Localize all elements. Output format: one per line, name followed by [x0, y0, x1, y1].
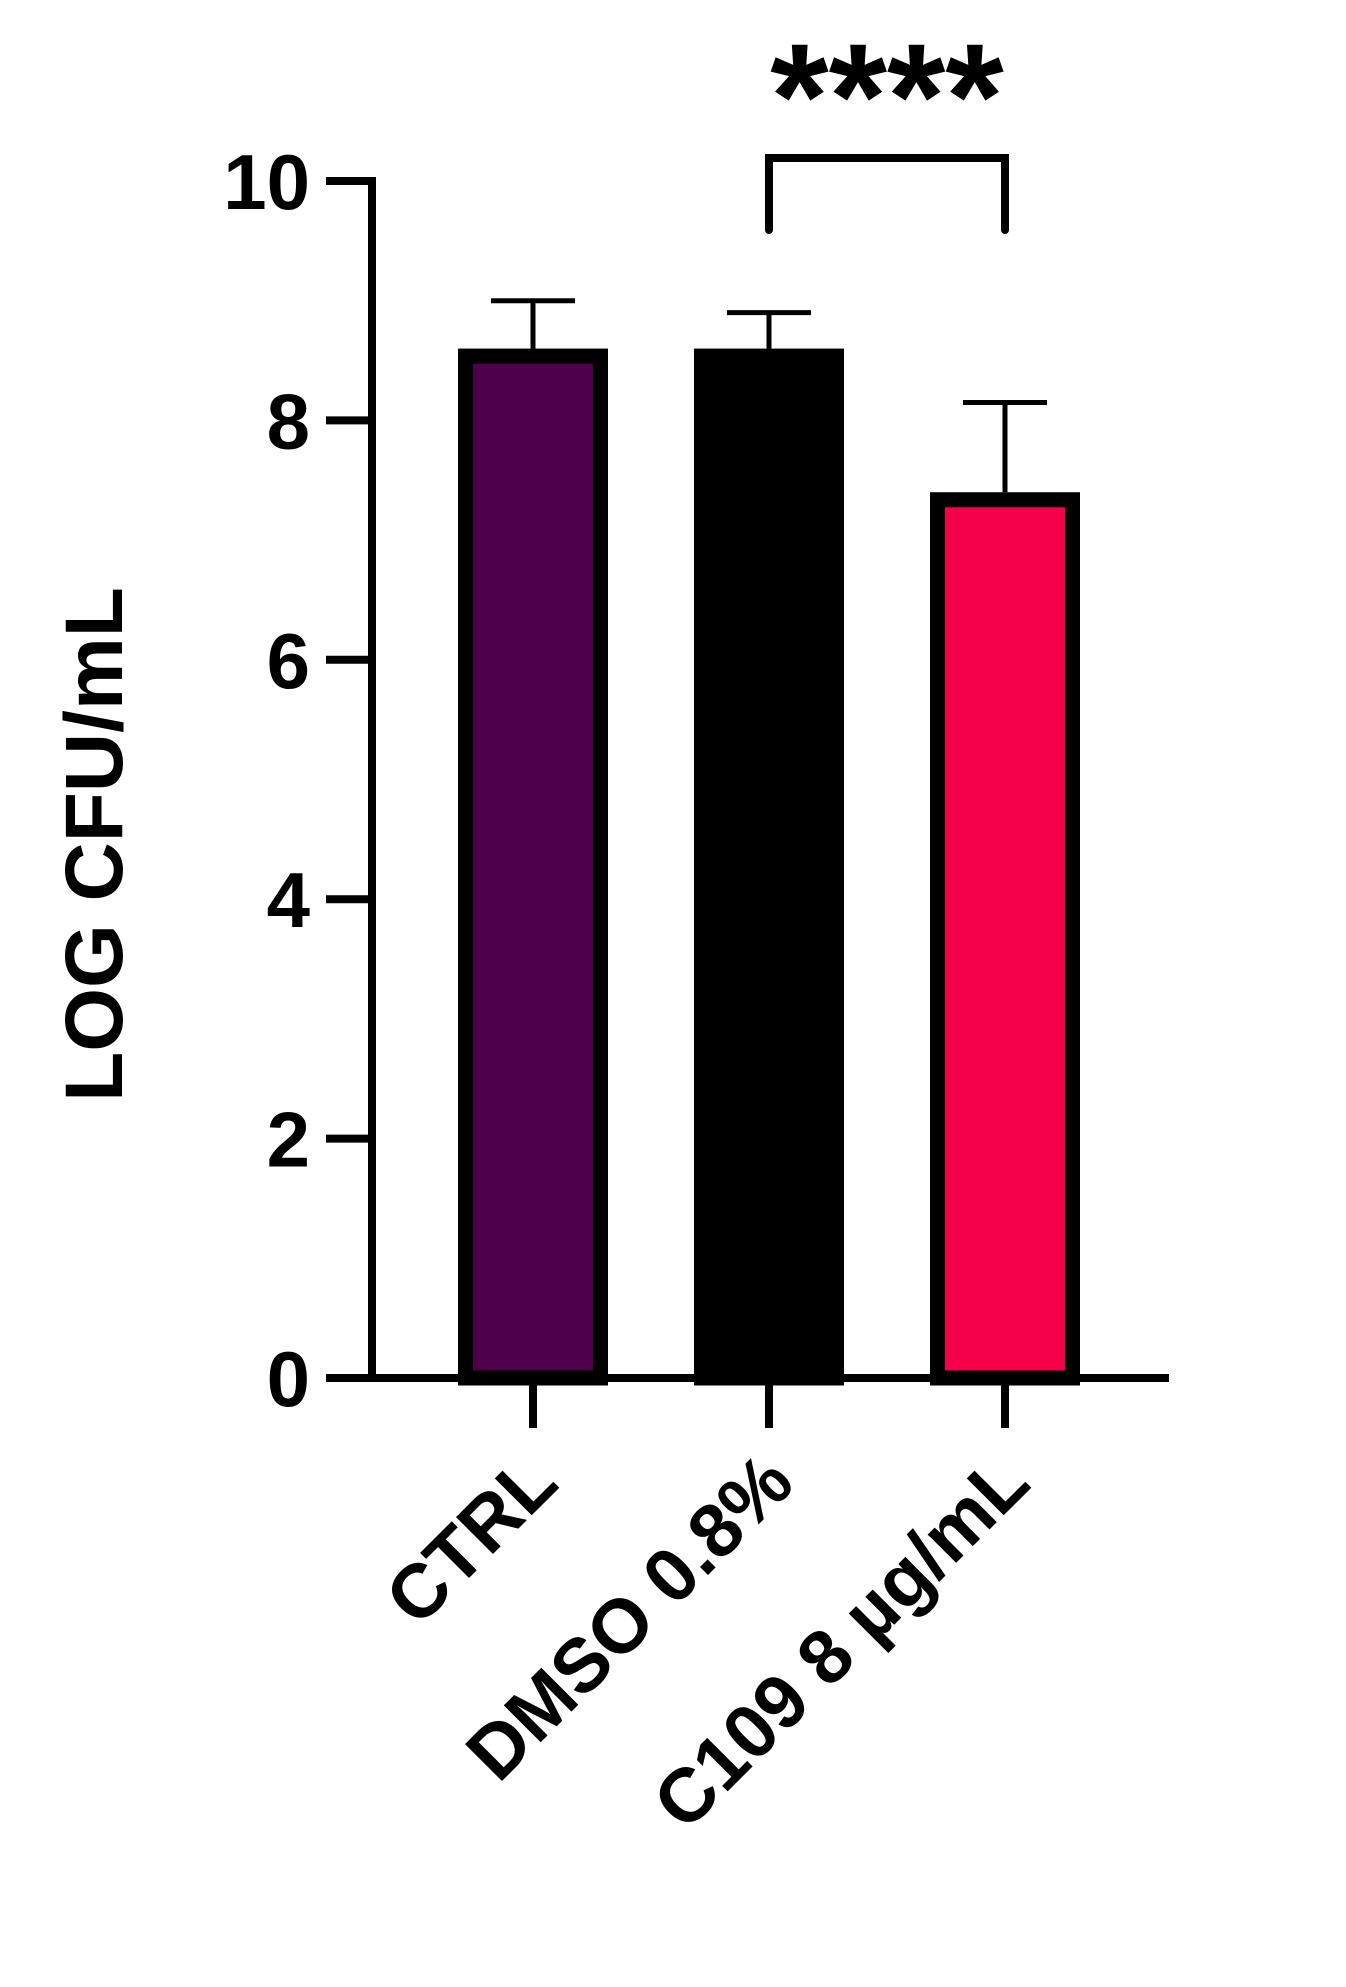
- y-tick-label: 6: [267, 617, 310, 705]
- y-tick-label: 8: [267, 377, 310, 465]
- y-tick-label: 0: [267, 1335, 310, 1423]
- bar: [694, 348, 844, 1386]
- y-tick-label: 10: [223, 138, 310, 226]
- y-tick-label: 4: [267, 856, 310, 944]
- error-bars-group: [491, 298, 1047, 493]
- significance-bracket-line: [765, 154, 1009, 234]
- bar: [930, 492, 1080, 1386]
- x-category-label: CTRL: [370, 1438, 573, 1641]
- y-axis-title: LOG CFU/mL: [49, 587, 140, 1102]
- y-ticks-group: 0 2 4 6 8 10: [223, 138, 372, 1423]
- y-tick-label: 2: [267, 1096, 310, 1184]
- bars-group: [458, 348, 1080, 1386]
- bar: [458, 348, 608, 1386]
- x-ticks-group: [529, 1378, 1009, 1428]
- significance-label: ****: [770, 12, 1004, 180]
- significance-bracket: ****: [765, 12, 1009, 234]
